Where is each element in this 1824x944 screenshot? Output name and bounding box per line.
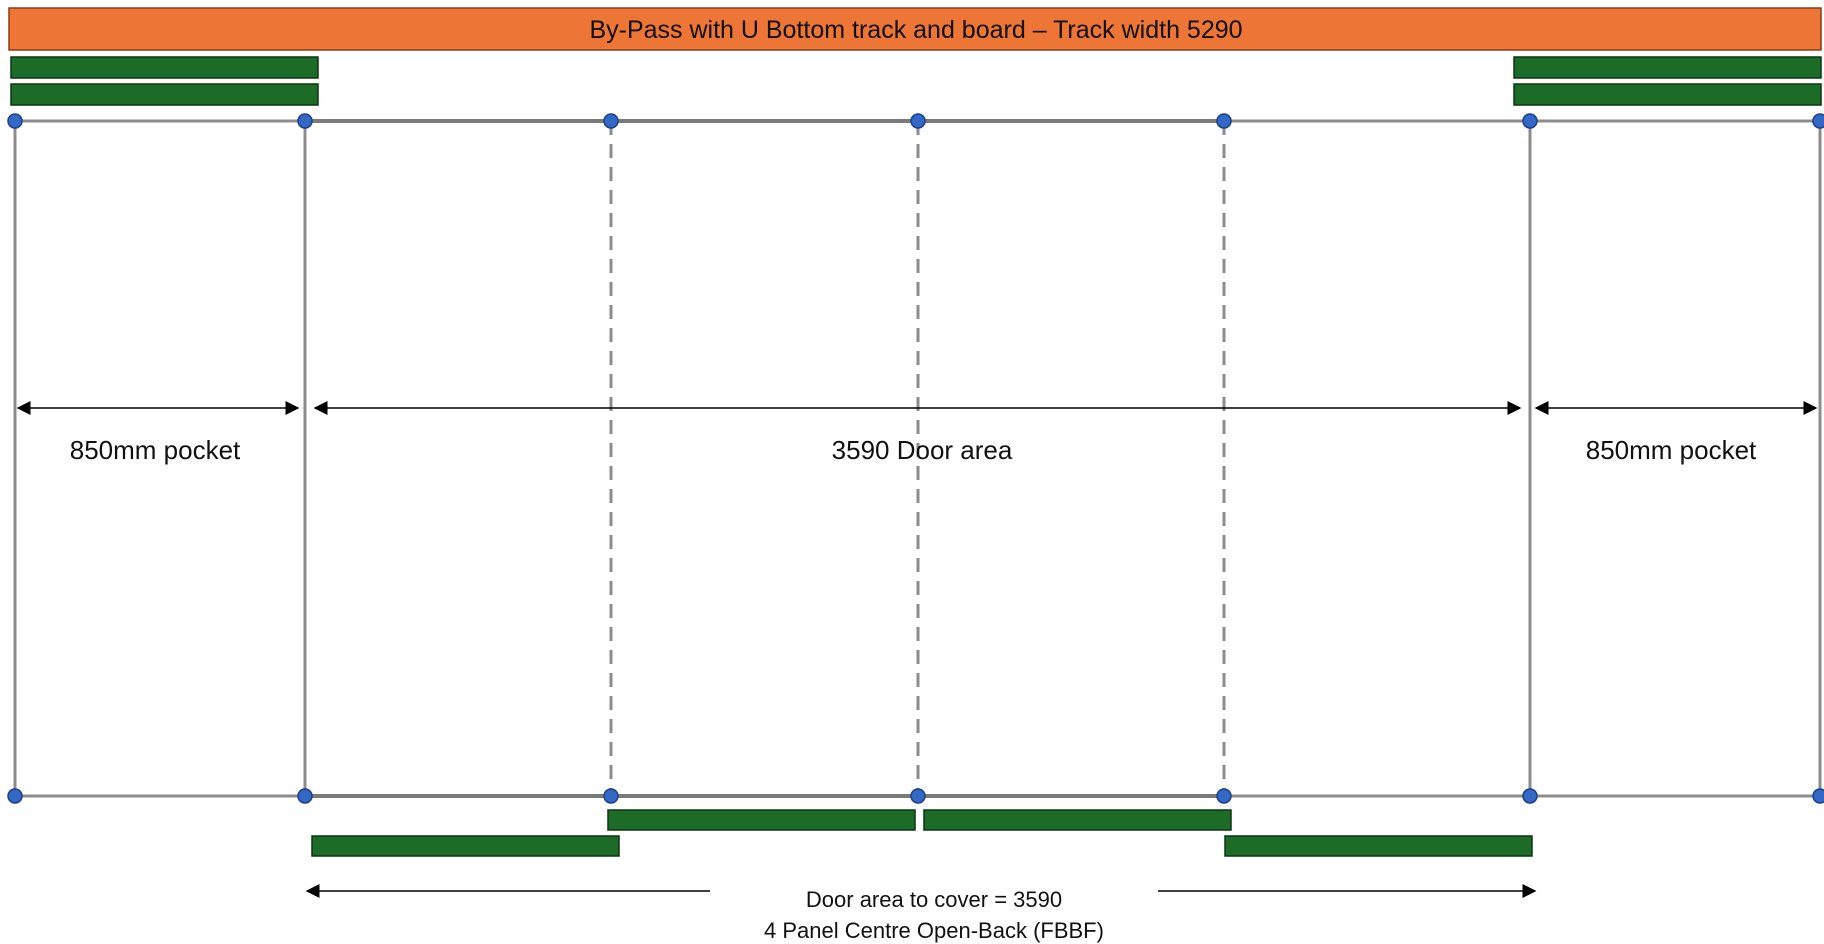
node — [1216, 788, 1232, 804]
node — [910, 788, 926, 804]
node — [1812, 788, 1824, 804]
cover-label: Door area to cover = 3590 — [806, 887, 1062, 912]
pocket-left-label: 850mm pocket — [70, 435, 241, 465]
node — [603, 788, 619, 804]
bottom-nodes — [7, 788, 1824, 804]
title-text: By-Pass with U Bottom track and board – … — [589, 16, 1242, 44]
node — [297, 788, 313, 804]
node — [1522, 788, 1538, 804]
node — [910, 113, 926, 129]
top-left-panel-2 — [10, 83, 319, 106]
top-right-panel-2 — [1513, 83, 1822, 106]
door-panel-4 — [1224, 835, 1533, 857]
node — [7, 113, 23, 129]
node — [1812, 113, 1824, 129]
node — [7, 788, 23, 804]
node — [1522, 113, 1538, 129]
door-panel-1 — [311, 835, 620, 857]
top-left-panel-1 — [10, 56, 319, 79]
door-panel-2 — [607, 809, 916, 831]
pocket-right-label: 850mm pocket — [1586, 435, 1757, 465]
config-label: 4 Panel Centre Open-Back (FBBF) — [764, 918, 1104, 943]
top-nodes — [7, 113, 1824, 129]
node — [603, 113, 619, 129]
door-panel-3 — [923, 809, 1232, 831]
node — [1216, 113, 1232, 129]
top-right-panel-1 — [1513, 56, 1822, 79]
door-area-label: 3590 Door area — [832, 435, 1013, 465]
node — [297, 113, 313, 129]
title-bar — [8, 7, 1822, 51]
